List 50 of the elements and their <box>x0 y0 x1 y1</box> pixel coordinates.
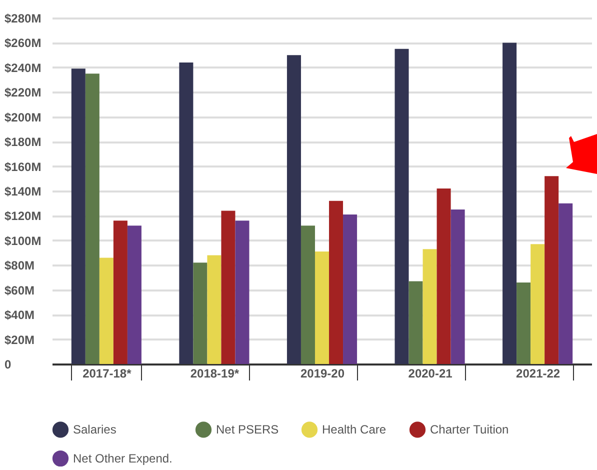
bar <box>179 62 194 364</box>
bar <box>99 258 114 364</box>
legend-label: Net PSERS <box>216 422 279 437</box>
bar <box>544 176 559 364</box>
bar <box>329 200 344 364</box>
bar <box>558 203 573 364</box>
y-tick-label: $120M <box>4 209 42 224</box>
bar <box>300 226 315 364</box>
y-tick-label: $40M <box>4 308 35 322</box>
bar <box>516 282 531 364</box>
bar <box>207 255 222 364</box>
x-tick-label: 2020-21 <box>408 366 453 380</box>
bar <box>193 262 208 364</box>
bar <box>127 226 142 364</box>
legend-label: Health Care <box>322 422 386 437</box>
x-tick-label: 2017-18* <box>82 366 132 380</box>
bar <box>436 188 451 364</box>
bar <box>530 244 545 364</box>
y-tick-label: $100M <box>4 234 42 248</box>
y-tick-label: $20M <box>4 332 35 347</box>
bar <box>314 252 330 364</box>
x-tick-label: 2018-19* <box>190 366 240 380</box>
y-tick-label: $240M <box>4 60 42 75</box>
legend-label: Charter Tuition <box>430 422 509 437</box>
bar <box>221 210 236 364</box>
y-tick-label: $180M <box>4 135 42 150</box>
y-tick-label: $200M <box>4 110 42 124</box>
bar <box>394 48 409 364</box>
bar <box>71 68 86 364</box>
bar <box>235 220 250 364</box>
y-tick-label: 0 <box>4 358 12 372</box>
bar <box>113 220 128 364</box>
bar <box>85 74 100 364</box>
legend-label: Net Other Expend. <box>73 452 172 466</box>
y-tick-label: $260M <box>4 36 42 50</box>
y-tick-label: $220M <box>4 86 42 100</box>
bar <box>408 281 423 364</box>
x-tick-label: 2021-22 <box>516 366 560 380</box>
y-tick-label: $160M <box>4 160 42 174</box>
bar <box>502 42 517 364</box>
bar <box>450 210 465 364</box>
bar <box>286 55 301 364</box>
x-tick-label: 2019-20 <box>300 366 345 380</box>
y-tick-label: $80M <box>4 258 35 273</box>
y-tick-label: $140M <box>4 184 42 198</box>
legend-label: Salaries <box>73 422 116 437</box>
y-tick-label: $60M <box>4 283 35 298</box>
bar <box>422 249 437 364</box>
y-tick-label: $280M <box>4 12 42 26</box>
bar <box>343 214 358 364</box>
